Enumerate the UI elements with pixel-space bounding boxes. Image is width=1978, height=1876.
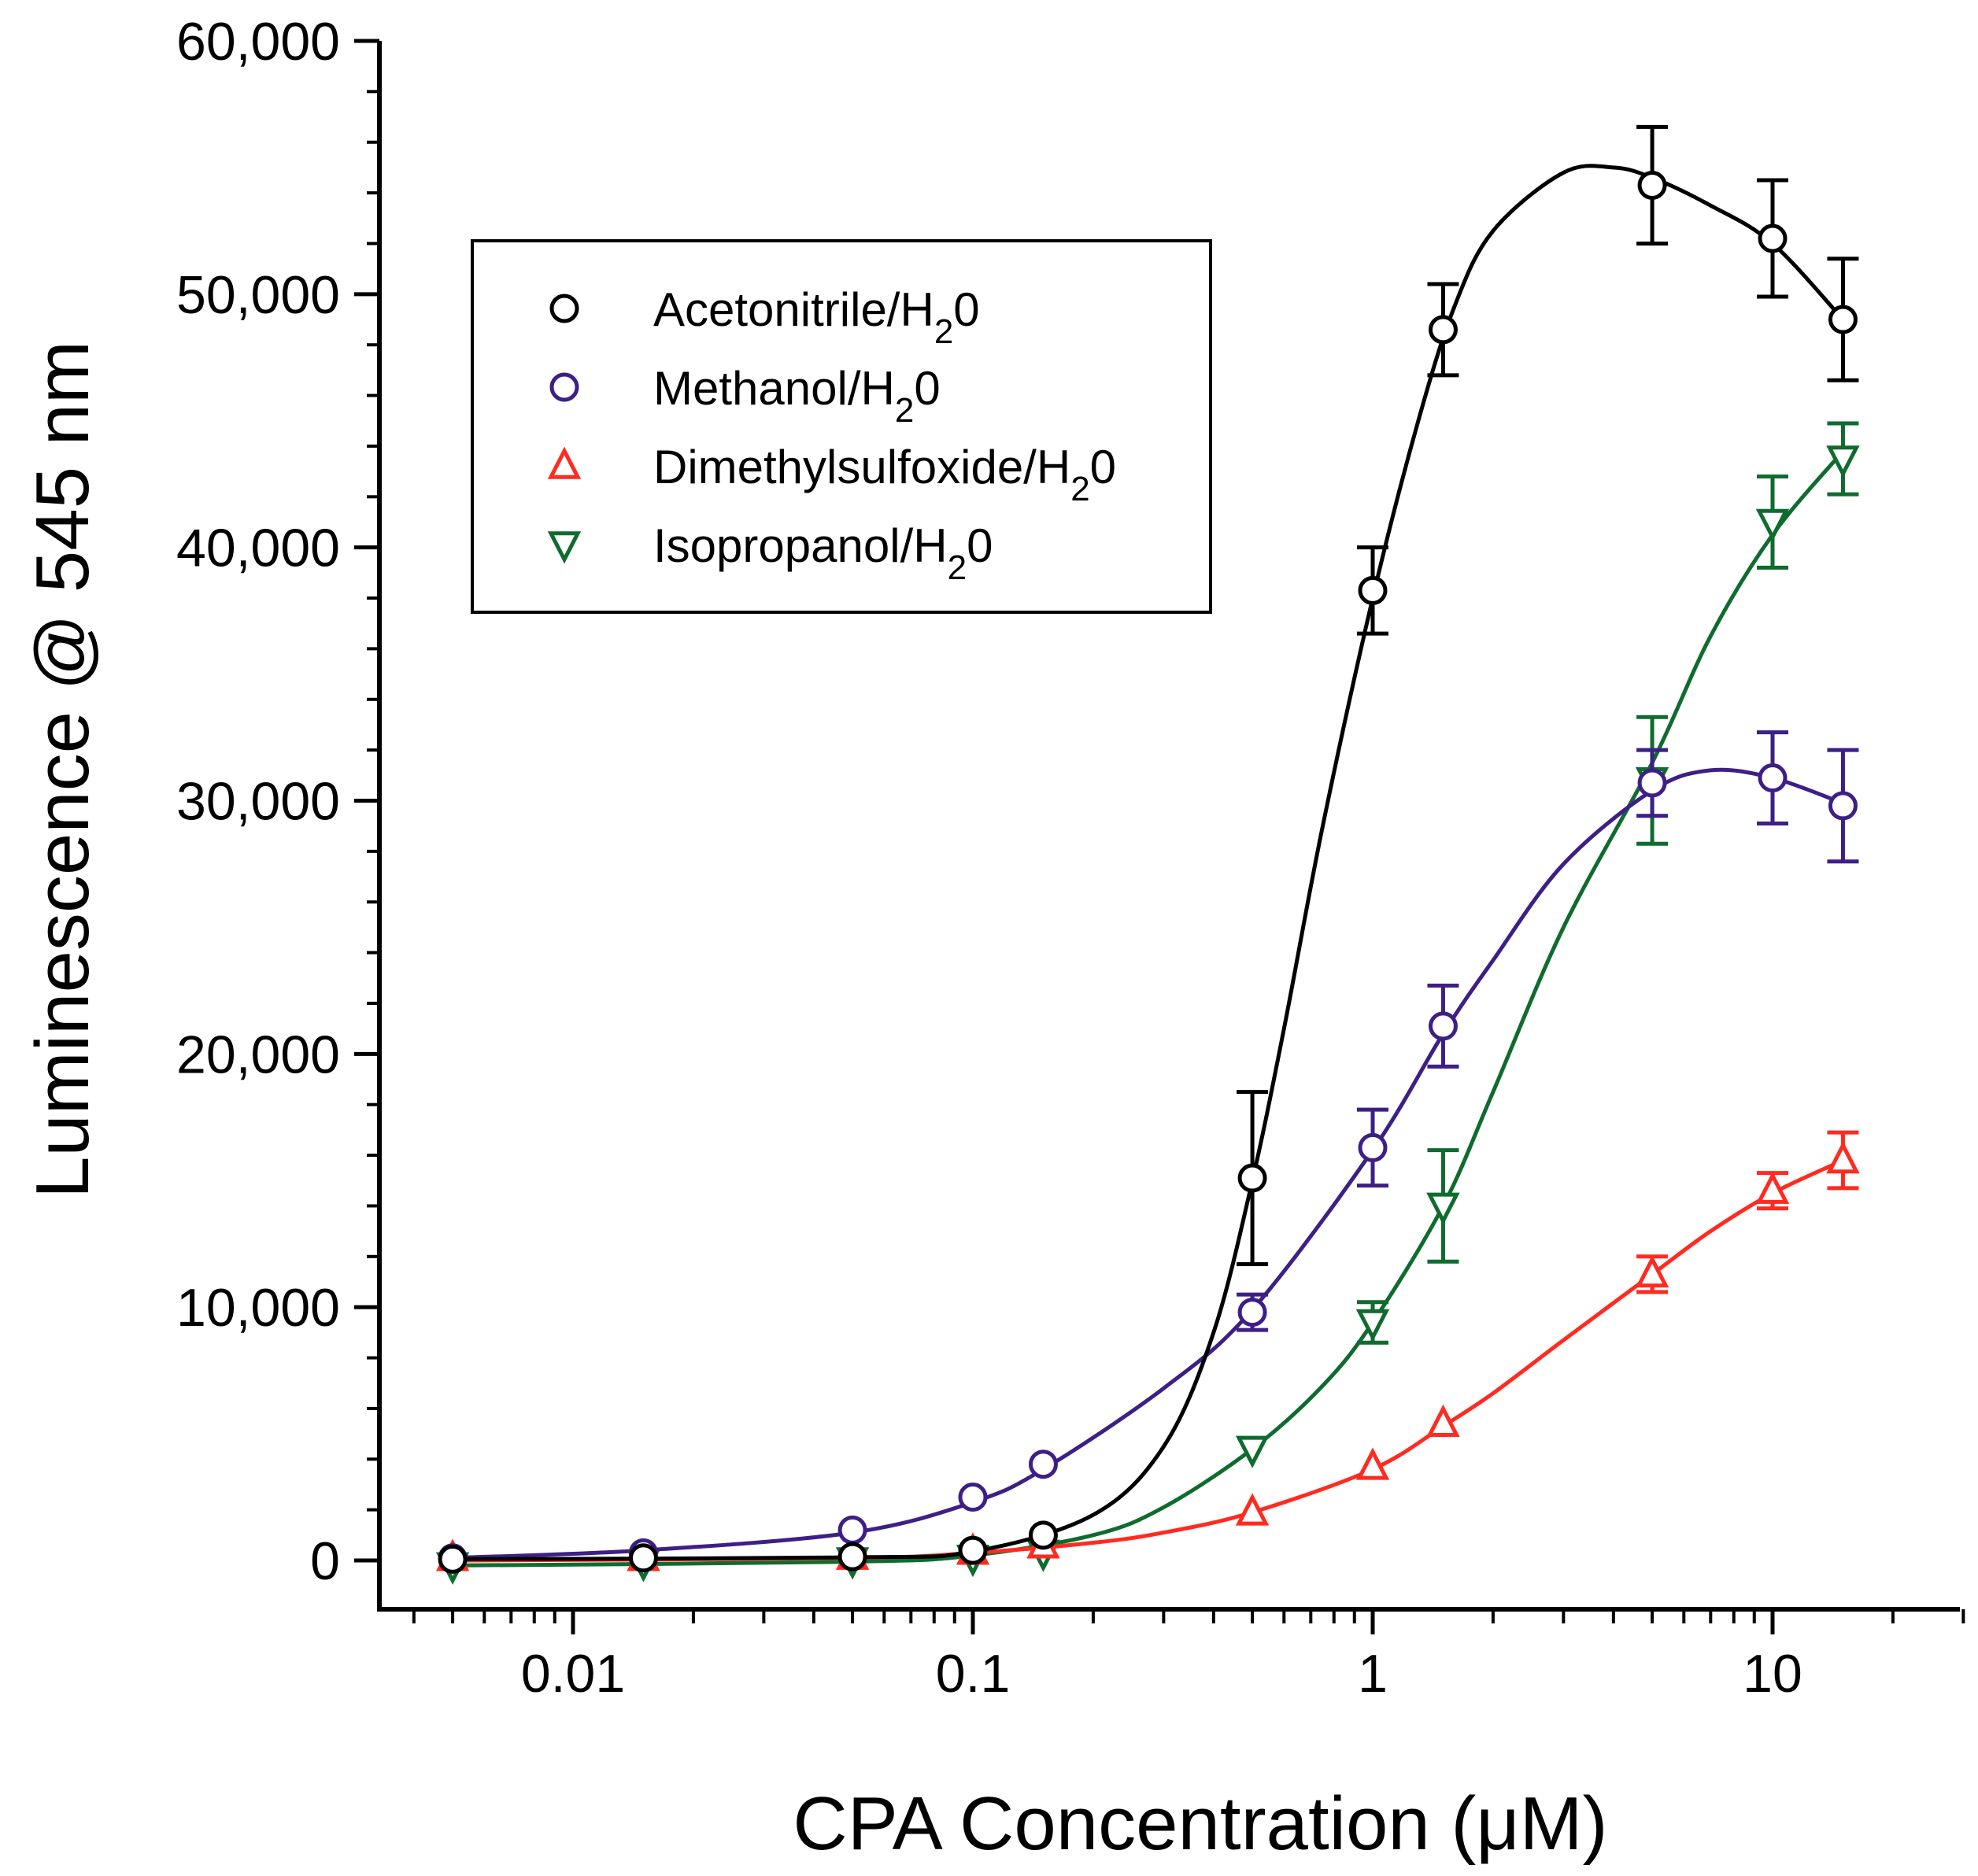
y-tick-label: 30,000 — [176, 772, 340, 832]
legend-marker-isopropanol — [547, 531, 582, 564]
legend-label-acetonitrile: Acetonitrile/H20 — [653, 283, 980, 351]
data-point-methanol — [958, 1483, 988, 1512]
data-point-isopropanol — [1826, 445, 1860, 478]
legend-label-subscript: 2 — [948, 548, 967, 587]
legend-label-subscript: 2 — [895, 391, 914, 430]
data-point-methanol — [1428, 1011, 1458, 1041]
legend-label-subscript: 2 — [934, 312, 953, 351]
legend-box — [471, 239, 1212, 614]
y-tick-label: 50,000 — [176, 265, 340, 325]
y-tick-label: 60,000 — [176, 12, 340, 72]
data-point-acetonitrile — [1828, 305, 1858, 334]
series-methanol — [438, 730, 1859, 1573]
legend-label-isopropanol: Isopropanol/H20 — [653, 519, 993, 587]
x-tick-label: 10 — [1743, 1644, 1802, 1704]
legend-label-dimethylsulfoxide: Dimethylsulfoxide/H20 — [653, 441, 1116, 508]
y-tick-label: 40,000 — [176, 519, 340, 578]
data-point-isopropanol — [1235, 1435, 1270, 1468]
data-point-acetonitrile — [1237, 1163, 1267, 1193]
legend-label-tail: 0 — [967, 519, 993, 572]
y-tick-label: 20,000 — [176, 1025, 340, 1084]
axis-layer: 0 10,000 20,000 30,000 40,000 50,000 60,000 0.0… — [176, 12, 1965, 1704]
data-point-acetonitrile — [958, 1535, 988, 1565]
x-axis-title: CPA Concentration (μM) — [793, 1782, 1607, 1866]
data-point-isopropanol — [1755, 508, 1790, 541]
legend-marker-methanol — [549, 372, 579, 402]
data-point-dimethylsulfoxide — [1426, 1404, 1460, 1437]
legend-label-main: Dimethylsulfoxide/H — [653, 441, 1070, 493]
legend-label-main: Isopropanol/H — [653, 519, 948, 572]
legend-label-tail: 0 — [914, 362, 940, 415]
data-point-methanol — [837, 1515, 867, 1545]
series-acetonitrile — [438, 124, 1859, 1574]
plot-layer — [435, 124, 1860, 1585]
data-point-dimethylsulfoxide — [1826, 1141, 1860, 1174]
fit-curve-acetonitrile — [453, 164, 1845, 1561]
data-point-dimethylsulfoxide — [1355, 1447, 1390, 1480]
legend-entry-dimethylsulfoxide: Dimethylsulfoxide/H20 — [547, 441, 1116, 508]
data-point-methanol — [1637, 768, 1667, 798]
x-tick-label: 0.01 — [521, 1644, 625, 1704]
data-point-acetonitrile — [1637, 170, 1667, 200]
data-point-dimethylsulfoxide — [1235, 1493, 1270, 1526]
data-point-methanol — [1028, 1449, 1058, 1479]
data-point-acetonitrile — [1428, 315, 1458, 345]
data-point-acetonitrile — [1028, 1520, 1058, 1550]
data-point-acetonitrile — [438, 1544, 468, 1574]
legend-label-main: Acetonitrile/H — [653, 283, 934, 336]
legend-label-tail: 0 — [1090, 441, 1116, 493]
data-point-methanol — [1758, 763, 1788, 793]
legend-marker-dimethylsulfoxide — [547, 446, 582, 479]
data-point-dimethylsulfoxide — [1635, 1254, 1669, 1288]
y-tick-label: 10,000 — [176, 1278, 340, 1338]
data-point-acetonitrile — [837, 1542, 867, 1571]
data-point-methanol — [1828, 791, 1858, 821]
legend-label-main: Methanol/H — [653, 362, 895, 415]
legend-entry-isopropanol: Isopropanol/H20 — [547, 519, 993, 587]
legend-entry-methanol: Methanol/H20 — [549, 362, 941, 430]
data-point-methanol — [1237, 1298, 1267, 1328]
legend-label-methanol: Methanol/H20 — [653, 362, 941, 430]
legend-marker-acetonitrile — [549, 294, 579, 323]
data-point-isopropanol — [1426, 1192, 1460, 1225]
legend-entry-acetonitrile: Acetonitrile/H20 — [549, 283, 980, 351]
legend: Acetonitrile/H20Methanol/H20Dimethylsulf… — [471, 239, 1212, 614]
data-point-acetonitrile — [628, 1543, 658, 1573]
x-tick-label: 1 — [1358, 1644, 1388, 1704]
data-point-methanol — [1358, 1132, 1388, 1162]
data-point-acetonitrile — [1758, 223, 1788, 253]
legend-label-subscript: 2 — [1070, 470, 1089, 508]
y-tick-label: 0 — [310, 1531, 340, 1591]
x-tick-label: 0.1 — [936, 1644, 1011, 1704]
legend-label-tail: 0 — [953, 283, 979, 336]
data-point-isopropanol — [1355, 1309, 1390, 1342]
y-axis-title: Luminescence @ 545 nm — [20, 341, 105, 1198]
data-point-acetonitrile — [1358, 575, 1388, 605]
data-point-dimethylsulfoxide — [1755, 1171, 1790, 1204]
